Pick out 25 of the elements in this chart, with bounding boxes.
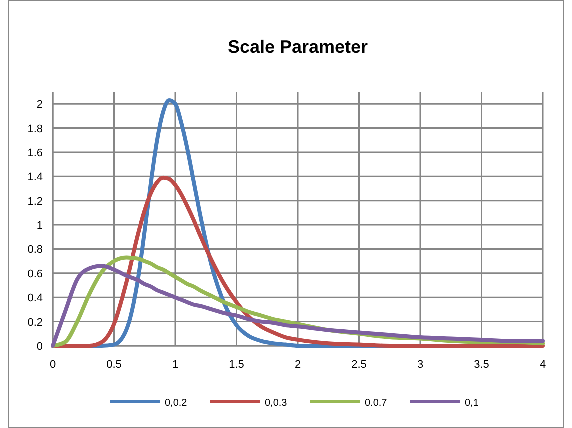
x-tick-label: 1 (172, 359, 179, 371)
y-tick-label: 0.4 (28, 292, 43, 305)
legend-label: 0.0.7 (365, 398, 388, 409)
y-tick-label: 1.2 (28, 196, 43, 208)
x-tick-label: 2 (294, 359, 302, 371)
y-tick-label: 0.6 (28, 268, 43, 280)
y-tick-label: 1.8 (28, 123, 43, 136)
y-tick-label: 1 (36, 220, 43, 232)
y-tick-label: 1.6 (28, 147, 43, 160)
y-tick-label: 0.2 (28, 316, 43, 329)
y-tick-label: 2 (36, 99, 43, 112)
y-tick-label: 0.8 (28, 244, 43, 256)
x-tick-label: 1.5 (229, 359, 244, 371)
x-tick-label: 0 (50, 359, 56, 371)
legend-label: 0,0.3 (265, 398, 288, 409)
x-tick-label: 2.5 (352, 359, 367, 371)
y-tick-label: 1.4 (28, 172, 43, 184)
y-tick-label: 0 (36, 341, 43, 353)
chart-title: Scale Parameter (228, 37, 368, 57)
legend-label: 0,1 (465, 398, 480, 409)
x-tick-label: 0.5 (106, 359, 122, 371)
x-tick-label: 4 (540, 359, 546, 371)
legend-label: 0,0.2 (165, 398, 188, 409)
x-tick-label: 3.5 (474, 359, 490, 371)
x-tick-label: 3 (417, 359, 424, 371)
